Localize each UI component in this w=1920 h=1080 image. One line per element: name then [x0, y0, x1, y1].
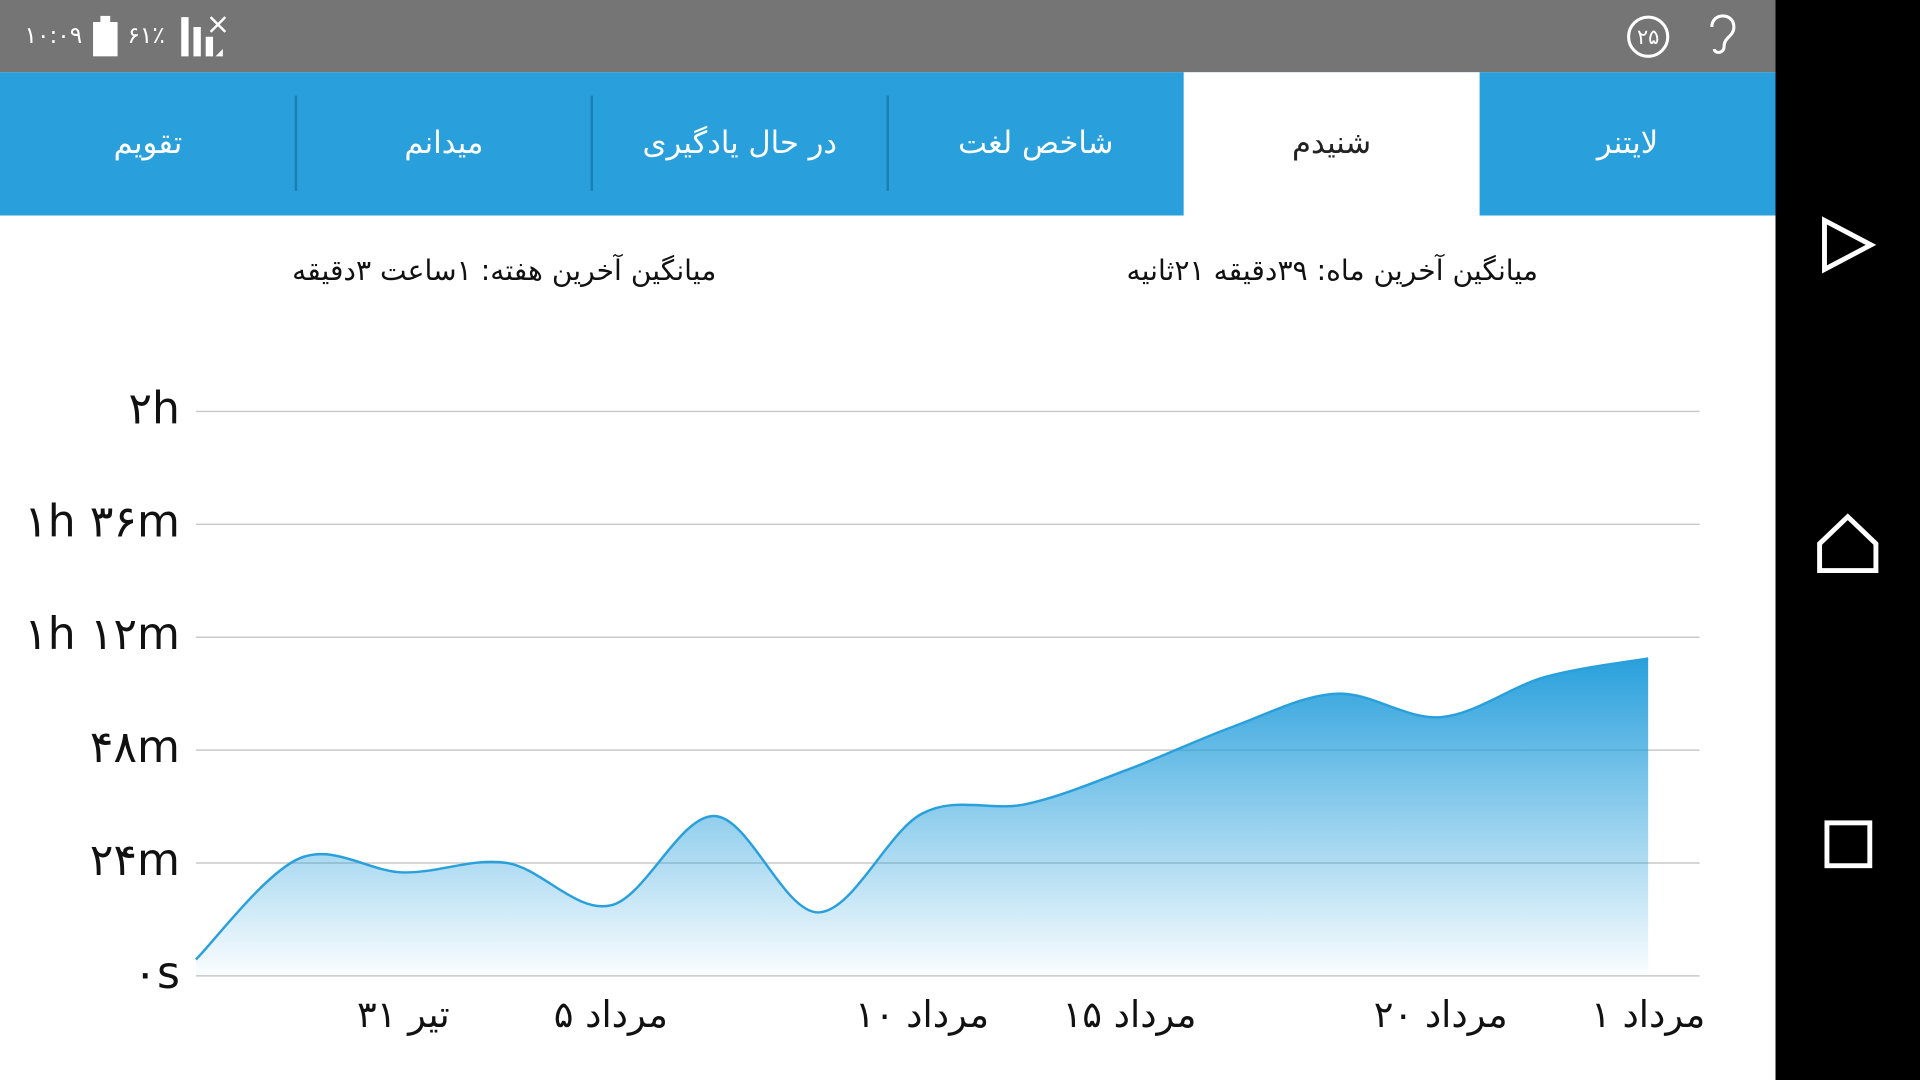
week-average: میانگین آخرین هفته: ۱ساعت ۳دقیقه [292, 254, 716, 287]
back-button[interactable] [1822, 216, 1877, 274]
status-bar [0, 0, 1776, 73]
tab[interactable]: تقویم [114, 126, 183, 161]
battery-tip [100, 15, 111, 23]
y-tick-label: ۲۴m [90, 835, 180, 886]
month-average: میانگین آخرین ماه: ۳۹دقیقه ۲۱ثانیه [1127, 254, 1538, 287]
x-tick-label: ۱ مرداد [1591, 993, 1705, 1036]
badge-circle [1627, 15, 1670, 58]
hearing-icon[interactable] [1710, 14, 1736, 54]
tab[interactable]: میدانم [404, 126, 483, 161]
y-tick-label: ۱h ۱۲m [24, 609, 180, 660]
y-tick-label: ۱h ۳۶m [24, 496, 180, 547]
x-tick-label: ۵ مرداد [554, 993, 668, 1036]
x-tick-label: ۱۵ مرداد [1063, 993, 1197, 1036]
clock: ۱۰:۰۹ [24, 22, 82, 49]
tab[interactable]: لایتنر [1595, 126, 1658, 161]
battery-icon [93, 22, 118, 57]
home-button[interactable] [1817, 513, 1879, 574]
y-tick-label: ۲h [128, 383, 180, 434]
chart: ۰s ۲۴m ۴۸m ۱h ۱۲m ۱h ۳۶m ۲h ۳۱ تیر ۵ مرداد ۱۰ مر… [24, 383, 1705, 1035]
no-signal-x [209, 16, 227, 33]
area [195, 658, 1649, 976]
battery-level: ۶۱٪ [127, 22, 164, 49]
x-tick-label: ۱۰ مرداد [855, 993, 989, 1036]
selected-tab [1183, 72, 1480, 216]
tab[interactable]: شاخص لغت [958, 126, 1113, 161]
signal-icon [181, 17, 223, 57]
badge-count: ۲۵ [1637, 25, 1659, 49]
tab[interactable]: شنیدم [1292, 126, 1371, 161]
y-tick-label: ۰s [133, 948, 180, 999]
y-tick-label: ۴۸m [90, 722, 180, 773]
tab[interactable]: در حال یادگیری [643, 125, 838, 161]
tabs: لایتنر شنیدم شاخص لغت در حال یادگیری میدانم ت… [114, 72, 1658, 216]
nav-bar [1775, 0, 1920, 1080]
line [195, 657, 1649, 961]
recents-button[interactable] [1824, 820, 1873, 869]
x-tick-label: ۳۱ تیر [357, 993, 450, 1036]
x-tick-label: ۲۰ مرداد [1374, 993, 1508, 1036]
